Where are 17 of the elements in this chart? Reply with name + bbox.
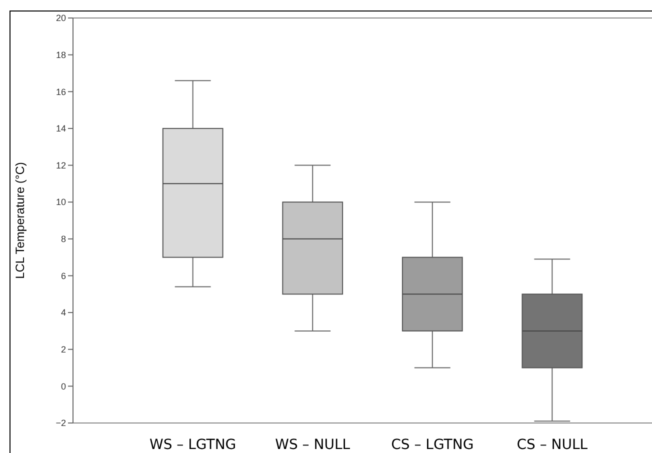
y-tick-label: 16 (56, 86, 66, 97)
y-tick-label: 2 (60, 344, 66, 355)
x-tick-label: CS – NULL (516, 437, 588, 453)
y-tick-label: 18 (56, 50, 66, 60)
y-tick-label: −2 (56, 418, 66, 428)
x-tick-label: WS – LGTNG (150, 437, 236, 453)
y-tick-label: 8 (60, 234, 66, 244)
y-tick-label: 4 (60, 308, 66, 318)
x-tick-label: WS – NULL (275, 437, 350, 453)
y-tick-label: 10 (56, 197, 66, 208)
y-tick-label: 0 (60, 381, 66, 392)
y-tick-label: 6 (60, 270, 66, 281)
y-tick-label: 20 (56, 13, 66, 24)
y-axis-title: LCL Temperature (°C) (13, 162, 27, 279)
y-tick-label: 12 (56, 160, 66, 170)
x-tick-label: CS – LGTNG (391, 437, 474, 453)
y-tick-label: 14 (56, 124, 66, 134)
